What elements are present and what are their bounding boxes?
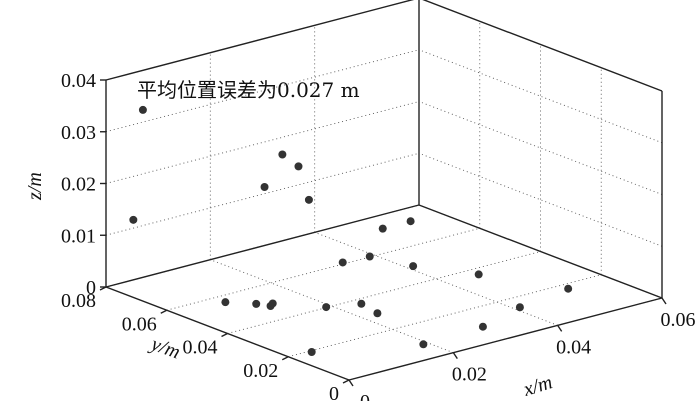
grid-layer xyxy=(105,0,663,381)
grid-line xyxy=(105,101,420,184)
data-point xyxy=(373,309,382,318)
data-point xyxy=(294,162,303,171)
x-tick-mark xyxy=(557,324,563,332)
x-tick-label: 0.06 xyxy=(661,309,696,331)
x-axis-label: x/m xyxy=(520,371,555,401)
x-tick-mark xyxy=(661,297,667,305)
x-tick-label: 0 xyxy=(360,391,370,401)
data-point xyxy=(357,299,366,308)
data-point xyxy=(406,217,415,226)
data-point xyxy=(478,322,487,331)
y-tick-mark xyxy=(342,379,350,384)
data-point xyxy=(307,348,316,357)
frame-edge xyxy=(348,297,663,381)
data-point xyxy=(365,252,374,261)
grid-line xyxy=(418,49,663,144)
grid-line xyxy=(227,251,541,334)
data-point xyxy=(304,195,313,204)
grid-line xyxy=(210,259,454,354)
annotation-text: 平均位置误差为0.027 m xyxy=(137,78,360,102)
y-tick-label: 0 xyxy=(329,383,339,401)
grid-line xyxy=(166,227,480,311)
data-point xyxy=(260,183,269,192)
frame-edge xyxy=(105,0,415,81)
z-tick-label: 0.01 xyxy=(61,225,96,247)
data-point xyxy=(378,224,387,233)
data-point xyxy=(338,258,347,267)
z-tick-label: 0.04 xyxy=(61,70,96,92)
y-tick-label: 0.02 xyxy=(243,360,278,382)
grid-line xyxy=(418,152,663,247)
grid-line xyxy=(314,231,558,326)
grid-line xyxy=(418,101,663,195)
x-tick-label: 0.02 xyxy=(452,364,487,386)
data-point xyxy=(268,299,277,308)
axes-frame xyxy=(99,0,667,387)
data-point xyxy=(474,270,483,279)
data-point xyxy=(564,284,573,293)
y-tick-label: 0.04 xyxy=(183,337,218,359)
y-tick-mark xyxy=(221,332,228,338)
z-tick-label: 0.02 xyxy=(61,174,96,196)
data-point xyxy=(409,262,418,271)
data-points xyxy=(129,105,573,357)
frame-edge xyxy=(422,0,663,92)
z-tick-label: 0.03 xyxy=(61,122,96,144)
y-tick-mark xyxy=(160,309,168,314)
tick-labels: 00.020.040.0600.020.040.060.0800.010.020… xyxy=(61,70,696,401)
frame-edge xyxy=(418,204,663,299)
y-axis-label: y/m xyxy=(146,332,183,363)
z-tick-label: 0 xyxy=(86,277,96,299)
data-point xyxy=(419,340,428,349)
x-tick-mark xyxy=(348,379,354,387)
data-point xyxy=(129,215,138,224)
y-tick-label: 0.08 xyxy=(61,290,96,312)
x-tick-mark xyxy=(452,352,458,360)
y-tick-mark xyxy=(281,356,289,361)
grid-line xyxy=(105,152,420,236)
data-point xyxy=(221,298,230,307)
x-tick-label: 0.04 xyxy=(556,336,591,358)
data-point xyxy=(322,303,331,312)
y-tick-label: 0.06 xyxy=(122,313,157,335)
z-axis-label: z/m xyxy=(24,172,46,201)
data-point xyxy=(138,105,147,114)
data-point xyxy=(515,303,524,312)
data-point xyxy=(278,150,287,159)
data-point xyxy=(252,299,261,308)
frame-edge xyxy=(105,204,420,288)
grid-line xyxy=(288,274,602,358)
